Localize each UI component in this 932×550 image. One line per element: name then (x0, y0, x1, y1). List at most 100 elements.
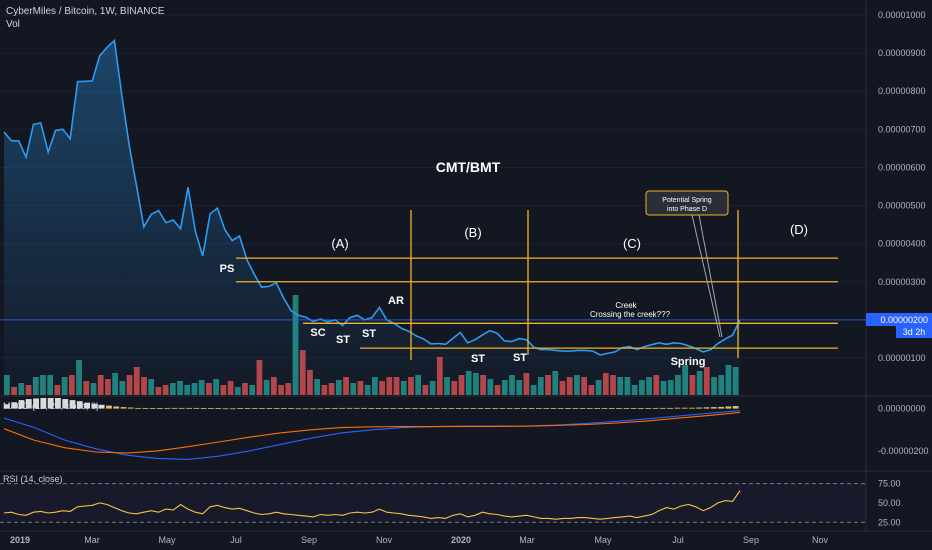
time-axis-tick: 2019 (10, 535, 30, 545)
macd-histogram-bar (579, 408, 586, 409)
macd-line (3, 410, 741, 460)
macd-pane (3, 398, 741, 460)
time-axis-tick: Nov (376, 535, 393, 545)
macd-histogram-bar (266, 408, 273, 409)
event-ar-label: AR (388, 295, 404, 307)
countdown-tag (896, 326, 932, 338)
callout-pointer (691, 214, 721, 338)
macd-histogram-bar (594, 408, 601, 409)
price-axis-tick: 0.00000100 (878, 353, 926, 363)
macd-histogram-bar (33, 398, 39, 409)
macd-histogram-bar (324, 408, 331, 409)
macd-histogram-bar (572, 408, 579, 409)
macd-histogram-bar (142, 408, 149, 409)
symbol-title: CyberMiles / Bitcoin, 1W, BINANCE (6, 6, 165, 17)
macd-histogram-bar (178, 407, 185, 409)
time-axis-tick: Nov (812, 535, 829, 545)
event-ps-label: PS (220, 263, 235, 275)
rsi-title: RSI (14, close) (3, 474, 63, 484)
macd-histogram-bar (608, 408, 615, 409)
macd-histogram-bar (616, 408, 622, 409)
price-area (4, 40, 740, 395)
last-price-tag (866, 313, 932, 326)
macd-histogram-bar (149, 408, 156, 409)
macd-histogram-bar (193, 407, 200, 409)
macd-histogram-bar (120, 407, 127, 409)
macd-histogram-bar (499, 408, 506, 409)
price-axis-tick: 0.00001000 (878, 10, 926, 20)
time-axis-tick: 2020 (451, 535, 471, 545)
macd-histogram-bar (601, 408, 608, 409)
macd-histogram-bar (565, 408, 571, 409)
macd-histogram-bar (441, 408, 448, 409)
macd-histogram-bar (186, 407, 193, 409)
macd-histogram-bar (696, 407, 703, 409)
macd-histogram-bar (200, 408, 207, 409)
price-axis-tick: 0.00000700 (878, 124, 926, 134)
macd-histogram-bar (91, 403, 98, 409)
macd-histogram-bar (215, 408, 222, 409)
rsi-axis-tick: 25.00 (878, 517, 901, 527)
macd-histogram-bar (171, 407, 178, 409)
price-axis-tick: 0.00000900 (878, 48, 926, 58)
macd-axis-tick: 0.00000000 (878, 404, 926, 414)
macd-histogram-bar (514, 408, 520, 409)
macd-histogram-bar (251, 408, 258, 409)
time-axis-tick: Sep (743, 535, 759, 545)
macd-histogram-bar (288, 408, 295, 409)
macd-histogram-bar (623, 408, 630, 409)
macd-histogram-bar (470, 408, 477, 409)
macd-histogram-bar (492, 408, 499, 409)
phase-d-label: (D) (790, 222, 808, 237)
rsi-band (0, 483, 866, 523)
macd-histogram-bar (127, 407, 134, 409)
price-axis-tick: 0.00000600 (878, 162, 926, 172)
macd-histogram-bar (382, 408, 389, 409)
macd-histogram-bar (229, 408, 236, 410)
callout-pointer (698, 214, 723, 338)
macd-histogram-bar (506, 408, 513, 409)
phase-a-label: (A) (331, 236, 348, 251)
time-axis-tick: Jul (230, 535, 242, 545)
macd-histogram-bar (106, 405, 112, 409)
macd-histogram-bar (528, 408, 535, 409)
macd-histogram-bar (295, 408, 302, 410)
last-price-value: 0.00000200 (880, 315, 928, 325)
macd-histogram-bar (703, 407, 710, 409)
price-axis-tick: 0.00000300 (878, 277, 926, 287)
macd-histogram-bar (353, 407, 360, 409)
macd-histogram-bar (244, 408, 251, 409)
macd-histogram-bar (11, 402, 18, 409)
macd-histogram-bar (368, 408, 375, 409)
macd-axis-tick: -0.00000200 (878, 446, 929, 456)
macd-histogram-bar (397, 408, 404, 409)
macd-histogram-bar (25, 399, 32, 409)
macd-histogram-bar (463, 408, 469, 409)
macd-histogram-bar (339, 407, 346, 409)
price-pane (0, 38, 866, 395)
time-axis-tick: Jul (672, 535, 684, 545)
macd-histogram-bar (433, 408, 440, 409)
macd-histogram-bar (331, 408, 338, 409)
creek-question-label: Crossing the creek??? (590, 310, 671, 319)
macd-histogram-bar (652, 407, 659, 409)
macd-histogram-bar (674, 407, 681, 409)
time-axis-tick: May (594, 535, 612, 545)
macd-histogram-bar (55, 398, 61, 409)
macd-histogram-bar (732, 406, 739, 409)
macd-histogram-bar (47, 398, 54, 409)
event-spring-label: Spring (671, 356, 706, 368)
price-axis-tick: 0.00000400 (878, 239, 926, 249)
wyckoff-annotations (236, 210, 838, 360)
macd-histogram-bar (557, 408, 564, 409)
macd-histogram-bar (637, 408, 644, 409)
macd-histogram-bar (361, 407, 367, 409)
macd-histogram-bar (426, 408, 433, 409)
macd-histogram-bar (550, 408, 557, 409)
macd-histogram-bar (718, 406, 724, 409)
macd-histogram-bar (455, 408, 462, 409)
bar-countdown: 3d 2h (903, 327, 926, 337)
time-axis-tick: May (158, 535, 176, 545)
volume-label: Vol (6, 19, 20, 30)
